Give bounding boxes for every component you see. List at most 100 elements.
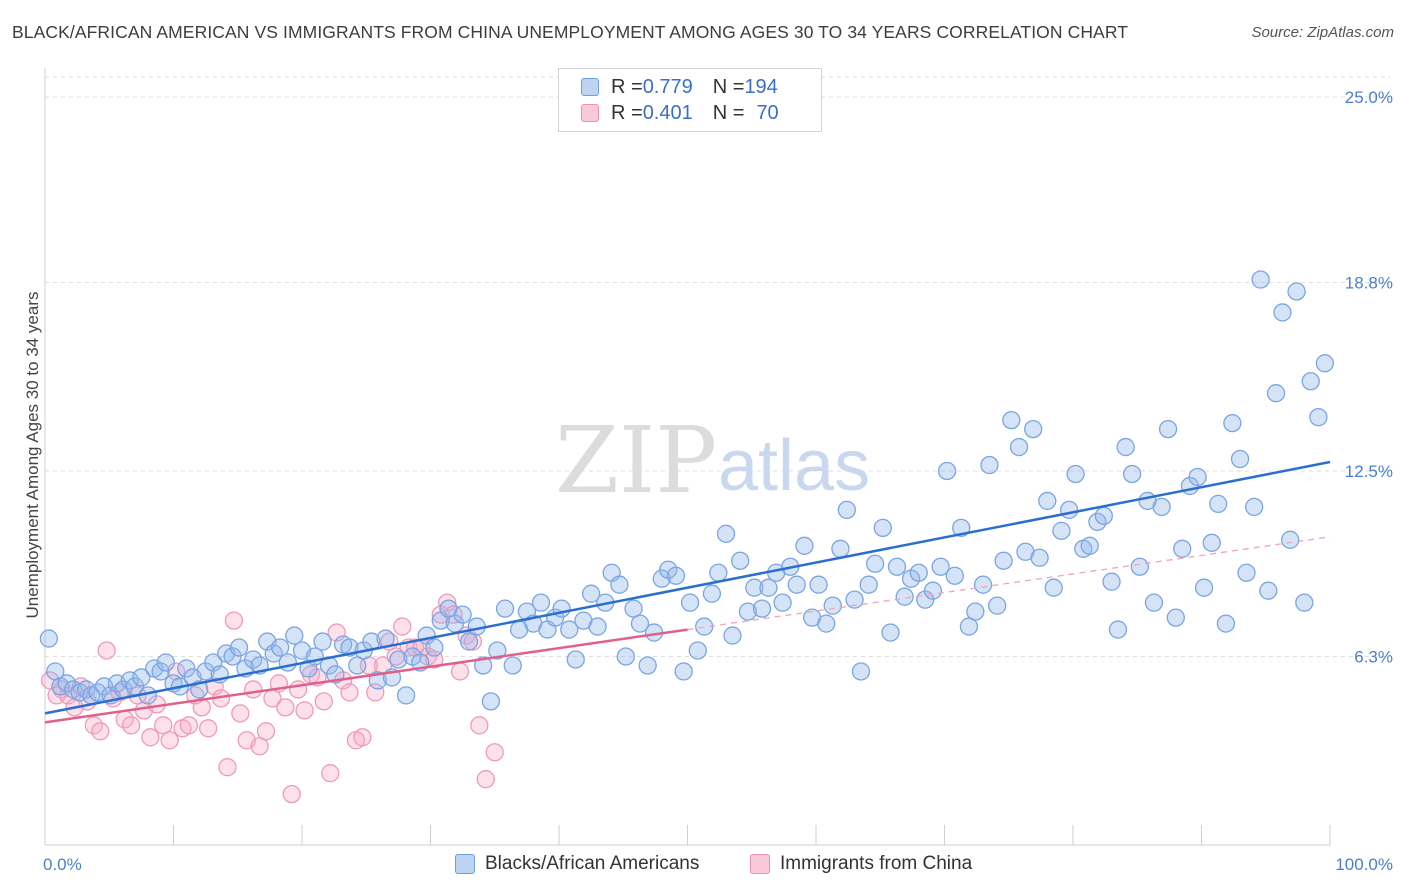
watermark-atlas: atlas (718, 426, 870, 506)
point-blacks-african-americans (1108, 620, 1128, 639)
y-tick-label: 12.5% (1345, 462, 1393, 481)
point-blacks-african-americans (1194, 578, 1214, 597)
point-blacks-african-americans (1209, 494, 1228, 514)
point-blacks-african-americans (1094, 506, 1113, 526)
x-tick-label-max: 100.0% (1335, 855, 1393, 874)
bottom-legend-pink: Immigrants from China (750, 852, 972, 876)
point-blacks-african-americans (1188, 467, 1207, 487)
point-blacks-african-americans (313, 632, 332, 651)
legend-r-label-blue: R = (611, 75, 643, 98)
bottom-legend-label-pink: Immigrants from China (780, 853, 973, 874)
point-immigrants-from-china (97, 641, 116, 660)
point-blacks-african-americans (1273, 303, 1292, 322)
point-blacks-african-americans (1158, 419, 1178, 439)
point-blacks-african-americans (610, 575, 629, 594)
point-blacks-african-americans (630, 614, 650, 633)
trend-lines (44, 460, 1331, 724)
point-blacks-african-americans (716, 524, 736, 543)
legend-r-value-blue: 0.779 (642, 75, 693, 98)
point-blacks-african-americans (759, 578, 778, 597)
point-blacks-african-americans (1251, 270, 1270, 289)
y-axis-label: Unemployment Among Ages 30 to 34 years (23, 292, 42, 619)
point-blacks-african-americans (1080, 536, 1099, 555)
point-blacks-african-americans (1287, 282, 1306, 301)
bottom-legend-blue: Blacks/African Americans (455, 852, 699, 876)
point-blacks-african-americans (396, 686, 416, 705)
point-blacks-african-americans (1024, 419, 1043, 439)
point-blacks-african-americans (588, 617, 607, 636)
point-immigrants-from-china (314, 692, 333, 711)
watermark: ZIP atlas (555, 407, 870, 514)
point-immigrants-from-china (224, 611, 244, 630)
watermark-zip: ZIP (555, 407, 717, 514)
point-blacks-african-americans (773, 593, 792, 612)
point-blacks-african-americans (1044, 578, 1063, 597)
bottom-legend-label-blue: Blacks/African Americans (485, 853, 700, 874)
point-blacks-african-americans (1281, 530, 1300, 549)
point-blacks-african-americans (1315, 354, 1335, 373)
point-blacks-african-americans (809, 575, 828, 594)
point-immigrants-from-china (470, 716, 489, 735)
point-blacks-african-americans (1309, 407, 1328, 427)
point-blacks-african-americans (909, 563, 928, 582)
point-immigrants-from-china (160, 731, 179, 750)
point-blacks-african-americans (1059, 500, 1079, 520)
point-blacks-african-americans (1237, 563, 1256, 582)
point-blacks-african-americans (817, 614, 836, 633)
series-blacks-african-americans (39, 270, 1335, 711)
trend-line-blacks (44, 460, 1331, 715)
legend-n-value-pink: 70 (756, 101, 779, 124)
point-blacks-african-americans (709, 563, 728, 582)
point-blacks-african-americans (1009, 437, 1029, 457)
point-blacks-african-americans (738, 602, 758, 621)
point-blacks-african-americans (425, 638, 444, 657)
point-blacks-african-americans (1038, 491, 1057, 511)
y-tick-label: 6.3% (1354, 648, 1393, 667)
point-blacks-african-americans (132, 668, 151, 687)
point-immigrants-from-china (295, 701, 314, 720)
point-blacks-african-americans (931, 557, 950, 576)
point-blacks-african-americans (1202, 533, 1221, 552)
point-blacks-african-americans (1166, 608, 1185, 627)
point-blacks-african-americans (723, 626, 742, 645)
point-immigrants-from-china (288, 680, 308, 699)
point-blacks-african-americans (1116, 437, 1135, 457)
point-blacks-african-americans (652, 569, 671, 588)
point-blacks-african-americans (980, 455, 999, 475)
point-blacks-african-americans (177, 659, 196, 678)
legend: R = 0.779 N = 194 R = 0.401 N = 70 (558, 68, 822, 132)
point-blacks-african-americans (1216, 614, 1236, 633)
point-blacks-african-americans (566, 650, 585, 669)
point-immigrants-from-china (393, 617, 412, 636)
point-blacks-african-americans (688, 641, 707, 660)
point-blacks-african-americans (1266, 384, 1286, 403)
point-blacks-african-americans (638, 656, 657, 675)
point-blacks-african-americans (666, 566, 686, 585)
point-immigrants-from-china (91, 722, 110, 741)
point-blacks-african-americans (616, 647, 635, 666)
point-blacks-african-americans (1144, 593, 1164, 612)
point-blacks-african-americans (1052, 521, 1071, 540)
point-blacks-african-americans (1245, 497, 1264, 517)
point-blacks-african-americans (229, 638, 249, 657)
point-blacks-african-americans (223, 647, 242, 666)
source-label: Source: ZipAtlas.com (1251, 24, 1394, 41)
point-blacks-african-americans (837, 500, 856, 520)
point-blacks-african-americans (1102, 572, 1121, 591)
point-immigrants-from-china (476, 770, 495, 789)
point-blacks-african-americans (156, 653, 175, 672)
point-blacks-african-americans (923, 581, 943, 600)
point-immigrants-from-china (353, 728, 372, 747)
point-immigrants-from-china (256, 722, 276, 741)
point-immigrants-from-china (321, 764, 340, 783)
point-blacks-african-americans (1122, 464, 1142, 484)
legend-r-value-pink: 0.401 (642, 101, 693, 124)
point-immigrants-from-china (231, 704, 250, 723)
point-blacks-african-americans (389, 650, 408, 669)
point-blacks-african-americans (271, 638, 290, 657)
point-blacks-african-americans (702, 584, 722, 603)
point-blacks-african-americans (823, 596, 842, 615)
point-blacks-african-americans (966, 602, 985, 621)
point-blacks-african-americans (1030, 548, 1049, 567)
point-blacks-african-americans (1301, 372, 1320, 391)
